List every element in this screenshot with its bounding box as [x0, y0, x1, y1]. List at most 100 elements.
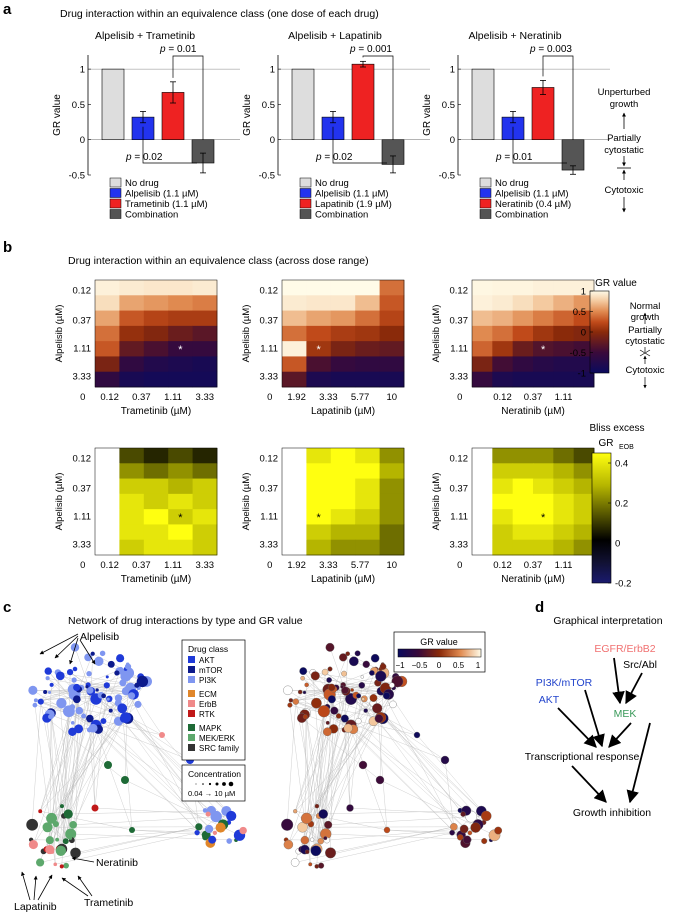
heatmap-cell [143, 341, 169, 357]
network-node [382, 692, 391, 700]
x-tick-label: 0.12 [493, 560, 512, 571]
network-edge [59, 710, 70, 850]
heatmap-star: * [541, 512, 546, 524]
heatmap-cell [330, 493, 356, 510]
network-node [283, 685, 293, 696]
arrow-src-mek [625, 672, 643, 705]
heatmap-cell [282, 356, 307, 373]
heatmap-cell [472, 310, 493, 327]
heatmap-cell [95, 371, 120, 388]
heatmap-cell [553, 509, 575, 525]
arrow-pi3k-tx [584, 689, 605, 748]
y-tick-label: 0.37 [260, 316, 279, 327]
heatmap-cell [379, 295, 405, 311]
network-gr-legend: GR value −1 −0.5 0 0.5 1 [393, 631, 486, 673]
class-label: MAPK [199, 724, 222, 733]
y-tick-label: 0.12 [450, 454, 469, 465]
gr-note-normal-1: Normal [630, 301, 661, 312]
heatmap-cell [306, 463, 332, 479]
annot-unperturbed-2: growth [610, 99, 639, 110]
sig-bracket-bottom [512, 126, 567, 164]
y-axis-label: Alpelisib (µM) [54, 473, 65, 531]
network-node [202, 834, 209, 841]
x-axis-label: Trametinib (µM) [121, 574, 191, 585]
heatmap-cell [168, 295, 193, 311]
network-node [459, 824, 469, 834]
network-node [370, 653, 380, 663]
heatmap-cell [553, 310, 575, 327]
heatmap-cell [492, 310, 514, 327]
heatmap-cell [119, 448, 145, 464]
network-edge [94, 807, 209, 815]
network-edge [50, 713, 66, 842]
heatmap-cell [472, 509, 493, 525]
network-node [343, 723, 353, 733]
network-node [45, 836, 54, 845]
arrow-trametinib [61, 877, 89, 897]
network-edge [304, 728, 349, 850]
network-edge [75, 826, 199, 854]
y-tick-label: 0.12 [260, 454, 279, 465]
y-tick-label: -0.5 [69, 171, 85, 182]
label-alpelisib: Alpelisib [80, 631, 119, 643]
network-node [335, 713, 342, 719]
network-node [91, 804, 99, 812]
heatmap-cell [119, 509, 145, 525]
bar-chart-title: Alpelisib + Trametinib [95, 30, 195, 42]
bar-lapatinib [351, 63, 375, 141]
network-edge [51, 721, 119, 819]
network-node [159, 732, 165, 738]
heatmap-cell [533, 325, 554, 342]
network-by-gr [281, 642, 503, 869]
sig-bracket-top [172, 55, 204, 140]
annot-unperturbed-1: Unperturbed [598, 87, 651, 98]
heatmap-cell [168, 524, 193, 541]
heatmap-cell [306, 325, 332, 342]
network-node [55, 845, 67, 856]
heatmap-cell [143, 280, 169, 296]
heatmap-cell [472, 493, 493, 510]
network-node [327, 695, 336, 704]
network-node [369, 670, 375, 676]
heatmap-cell [306, 280, 332, 296]
x-tick-label: 0.37 [524, 560, 543, 571]
network-node [45, 676, 50, 681]
conc-title: Concentration [188, 769, 241, 779]
network-node [494, 826, 503, 835]
heatmap-cell [472, 524, 493, 541]
network-node [304, 682, 309, 688]
legend-label: Lapatinib (1.9 µM) [315, 199, 392, 210]
gr-cb-tick-label: -0.5 [570, 348, 586, 359]
network-edge [349, 722, 471, 833]
heatmap-star: * [316, 512, 321, 524]
network-node [369, 694, 378, 702]
network-edge [70, 697, 119, 839]
heatmap-cell [533, 463, 554, 479]
network-node [341, 670, 347, 677]
x-tick-label: 10 [387, 560, 398, 571]
network-node [379, 663, 387, 670]
network-node [53, 862, 58, 867]
conc-dot [202, 783, 204, 785]
network-node [287, 702, 293, 708]
heatmap-cell [282, 493, 307, 510]
panel-label-c: c [3, 599, 11, 616]
heatmap-cell [573, 493, 595, 510]
heatmap-cell [168, 341, 193, 357]
network-node [99, 650, 106, 657]
y-tick-label: 3.33 [73, 371, 92, 382]
network-node [300, 812, 313, 824]
network-edge [306, 721, 374, 819]
heatmap-cell [355, 509, 380, 525]
network-edge [325, 697, 374, 839]
network-node [481, 838, 488, 845]
heatmap-cell [143, 478, 169, 495]
heatmap-cell [330, 371, 356, 388]
heatmap-cell [355, 524, 380, 541]
network-node [116, 654, 125, 663]
heatmap-cell [330, 356, 356, 373]
network-edge [49, 728, 94, 850]
bliss-cb-tick-label: -0.2 [615, 579, 631, 590]
network-node [94, 656, 104, 666]
network-node [314, 864, 319, 869]
